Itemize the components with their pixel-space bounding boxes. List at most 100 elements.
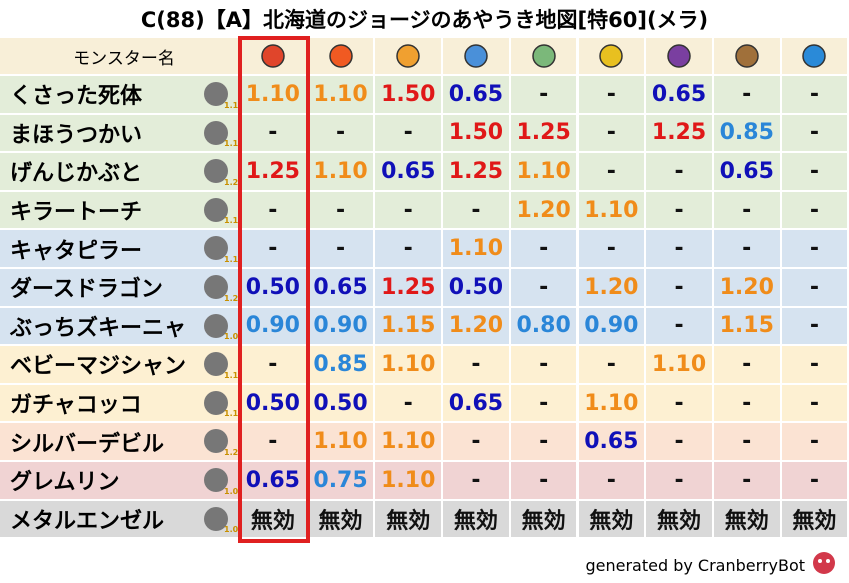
value-cell: 0.65 <box>578 423 647 462</box>
value-cell: 1.20 <box>443 307 511 347</box>
value-cell: - <box>510 423 579 462</box>
value-cell: - <box>240 423 308 462</box>
value-cell: 1.10 <box>307 153 376 192</box>
value-cell: 無効 <box>307 500 376 540</box>
element-icon-cell <box>781 38 849 76</box>
value-cell: - <box>781 153 849 192</box>
value-cell: 1.10 <box>510 153 579 192</box>
monster-icon <box>204 506 228 531</box>
value-cell: 1.50 <box>443 114 511 154</box>
value-cell: - <box>781 269 849 308</box>
value-cell: 0.85 <box>713 114 782 154</box>
value-cell: 0.50 <box>240 269 308 308</box>
value-cell: 0.80 <box>510 307 579 347</box>
value-cell: 1.25 <box>375 269 444 308</box>
row-name: ダースドラゴン <box>0 269 240 308</box>
value-cell: - <box>646 230 714 269</box>
header-cell: モンスター名 <box>0 38 240 76</box>
value-cell: 0.65 <box>443 76 511 115</box>
value-cell: - <box>646 153 714 192</box>
value-cell: 無効 <box>713 500 782 540</box>
monster-icon <box>204 120 228 145</box>
element-icon <box>261 44 285 68</box>
element-icon <box>464 44 488 68</box>
value-cell: - <box>713 384 782 424</box>
value-cell: 0.50 <box>307 384 376 424</box>
row-name: げんじかぶと <box>0 153 240 192</box>
title: C(88)【A】北海道のジョージのあやうき地図[特60](メラ) <box>140 8 709 32</box>
element-icon-cell <box>646 38 714 76</box>
value-cell: 1.10 <box>375 346 444 385</box>
value-cell: 無効 <box>443 500 511 540</box>
value-cell: 1.10 <box>375 462 444 501</box>
value-cell: 1.15 <box>375 307 444 347</box>
bot-icon <box>813 552 835 574</box>
value-cell: - <box>510 384 579 424</box>
element-icon-cell <box>240 38 308 76</box>
value-cell: - <box>307 230 376 269</box>
value-cell: - <box>375 191 444 231</box>
value-cell: 1.25 <box>240 153 308 192</box>
value-cell: - <box>375 384 444 424</box>
row-name: シルバーデビル <box>0 423 240 462</box>
value-cell: - <box>443 346 511 385</box>
value-cell: - <box>646 191 714 231</box>
value-cell: 0.65 <box>713 153 782 192</box>
element-icon <box>667 44 691 68</box>
row-name: ぶっちズキーニャ <box>0 307 240 347</box>
row-rate: 1.1 <box>224 139 239 149</box>
value-cell: - <box>781 462 849 501</box>
row-rate: 1.2 <box>224 448 239 457</box>
row-rate: 1.1 <box>224 370 239 380</box>
highlight-box <box>238 36 310 544</box>
value-cell: 0.65 <box>375 153 444 192</box>
value-cell: 1.10 <box>578 384 647 424</box>
monster-icon <box>204 390 228 415</box>
value-cell: - <box>713 346 782 385</box>
value-cell: 0.65 <box>307 269 376 308</box>
value-cell: - <box>713 462 782 501</box>
value-cell: 無効 <box>781 500 849 540</box>
value-cell: - <box>578 346 647 385</box>
value-cell: - <box>646 423 714 462</box>
value-cell: - <box>781 384 849 424</box>
element-icon-cell <box>713 38 782 76</box>
row-name: くさった死体 <box>0 76 240 115</box>
value-cell: 1.25 <box>510 114 579 154</box>
element-icon-cell <box>307 38 376 76</box>
value-cell: 0.65 <box>646 76 714 115</box>
value-cell: 無効 <box>646 500 714 540</box>
value-cell: 1.10 <box>443 230 511 269</box>
value-cell: 無効 <box>510 500 579 540</box>
monster-icon <box>204 468 228 492</box>
value-cell: 1.10 <box>240 76 308 115</box>
value-cell: - <box>443 462 511 501</box>
row-rate: 1.2 <box>224 293 239 303</box>
value-cell: 0.65 <box>240 462 308 501</box>
value-cell: - <box>443 423 511 462</box>
row-rate: 1.1 <box>224 216 239 226</box>
element-icon <box>802 44 827 68</box>
value-cell: 0.90 <box>307 307 376 347</box>
value-cell: - <box>781 230 849 269</box>
value-cell: - <box>240 230 308 269</box>
row-rate: 1.2 <box>224 177 239 187</box>
monster-icon <box>204 313 228 338</box>
row-rate: 1.0 <box>224 525 239 535</box>
value-cell: 1.25 <box>646 114 714 154</box>
value-cell: 0.50 <box>443 269 511 308</box>
element-icon <box>599 44 624 68</box>
value-cell: - <box>578 114 647 154</box>
value-cell: 1.50 <box>375 76 444 115</box>
row-name: キャタピラー <box>0 230 240 269</box>
value-cell: 1.20 <box>713 269 782 308</box>
value-cell: - <box>510 76 579 115</box>
value-cell: - <box>578 462 647 501</box>
value-cell: 無効 <box>240 500 308 540</box>
value-cell: 0.85 <box>307 346 376 385</box>
value-cell: - <box>375 230 444 269</box>
value-cell: - <box>781 76 849 115</box>
row-rate: 1.1 <box>224 100 239 110</box>
value-cell: 0.90 <box>240 307 308 347</box>
row-name: キラートーチ <box>0 191 240 231</box>
